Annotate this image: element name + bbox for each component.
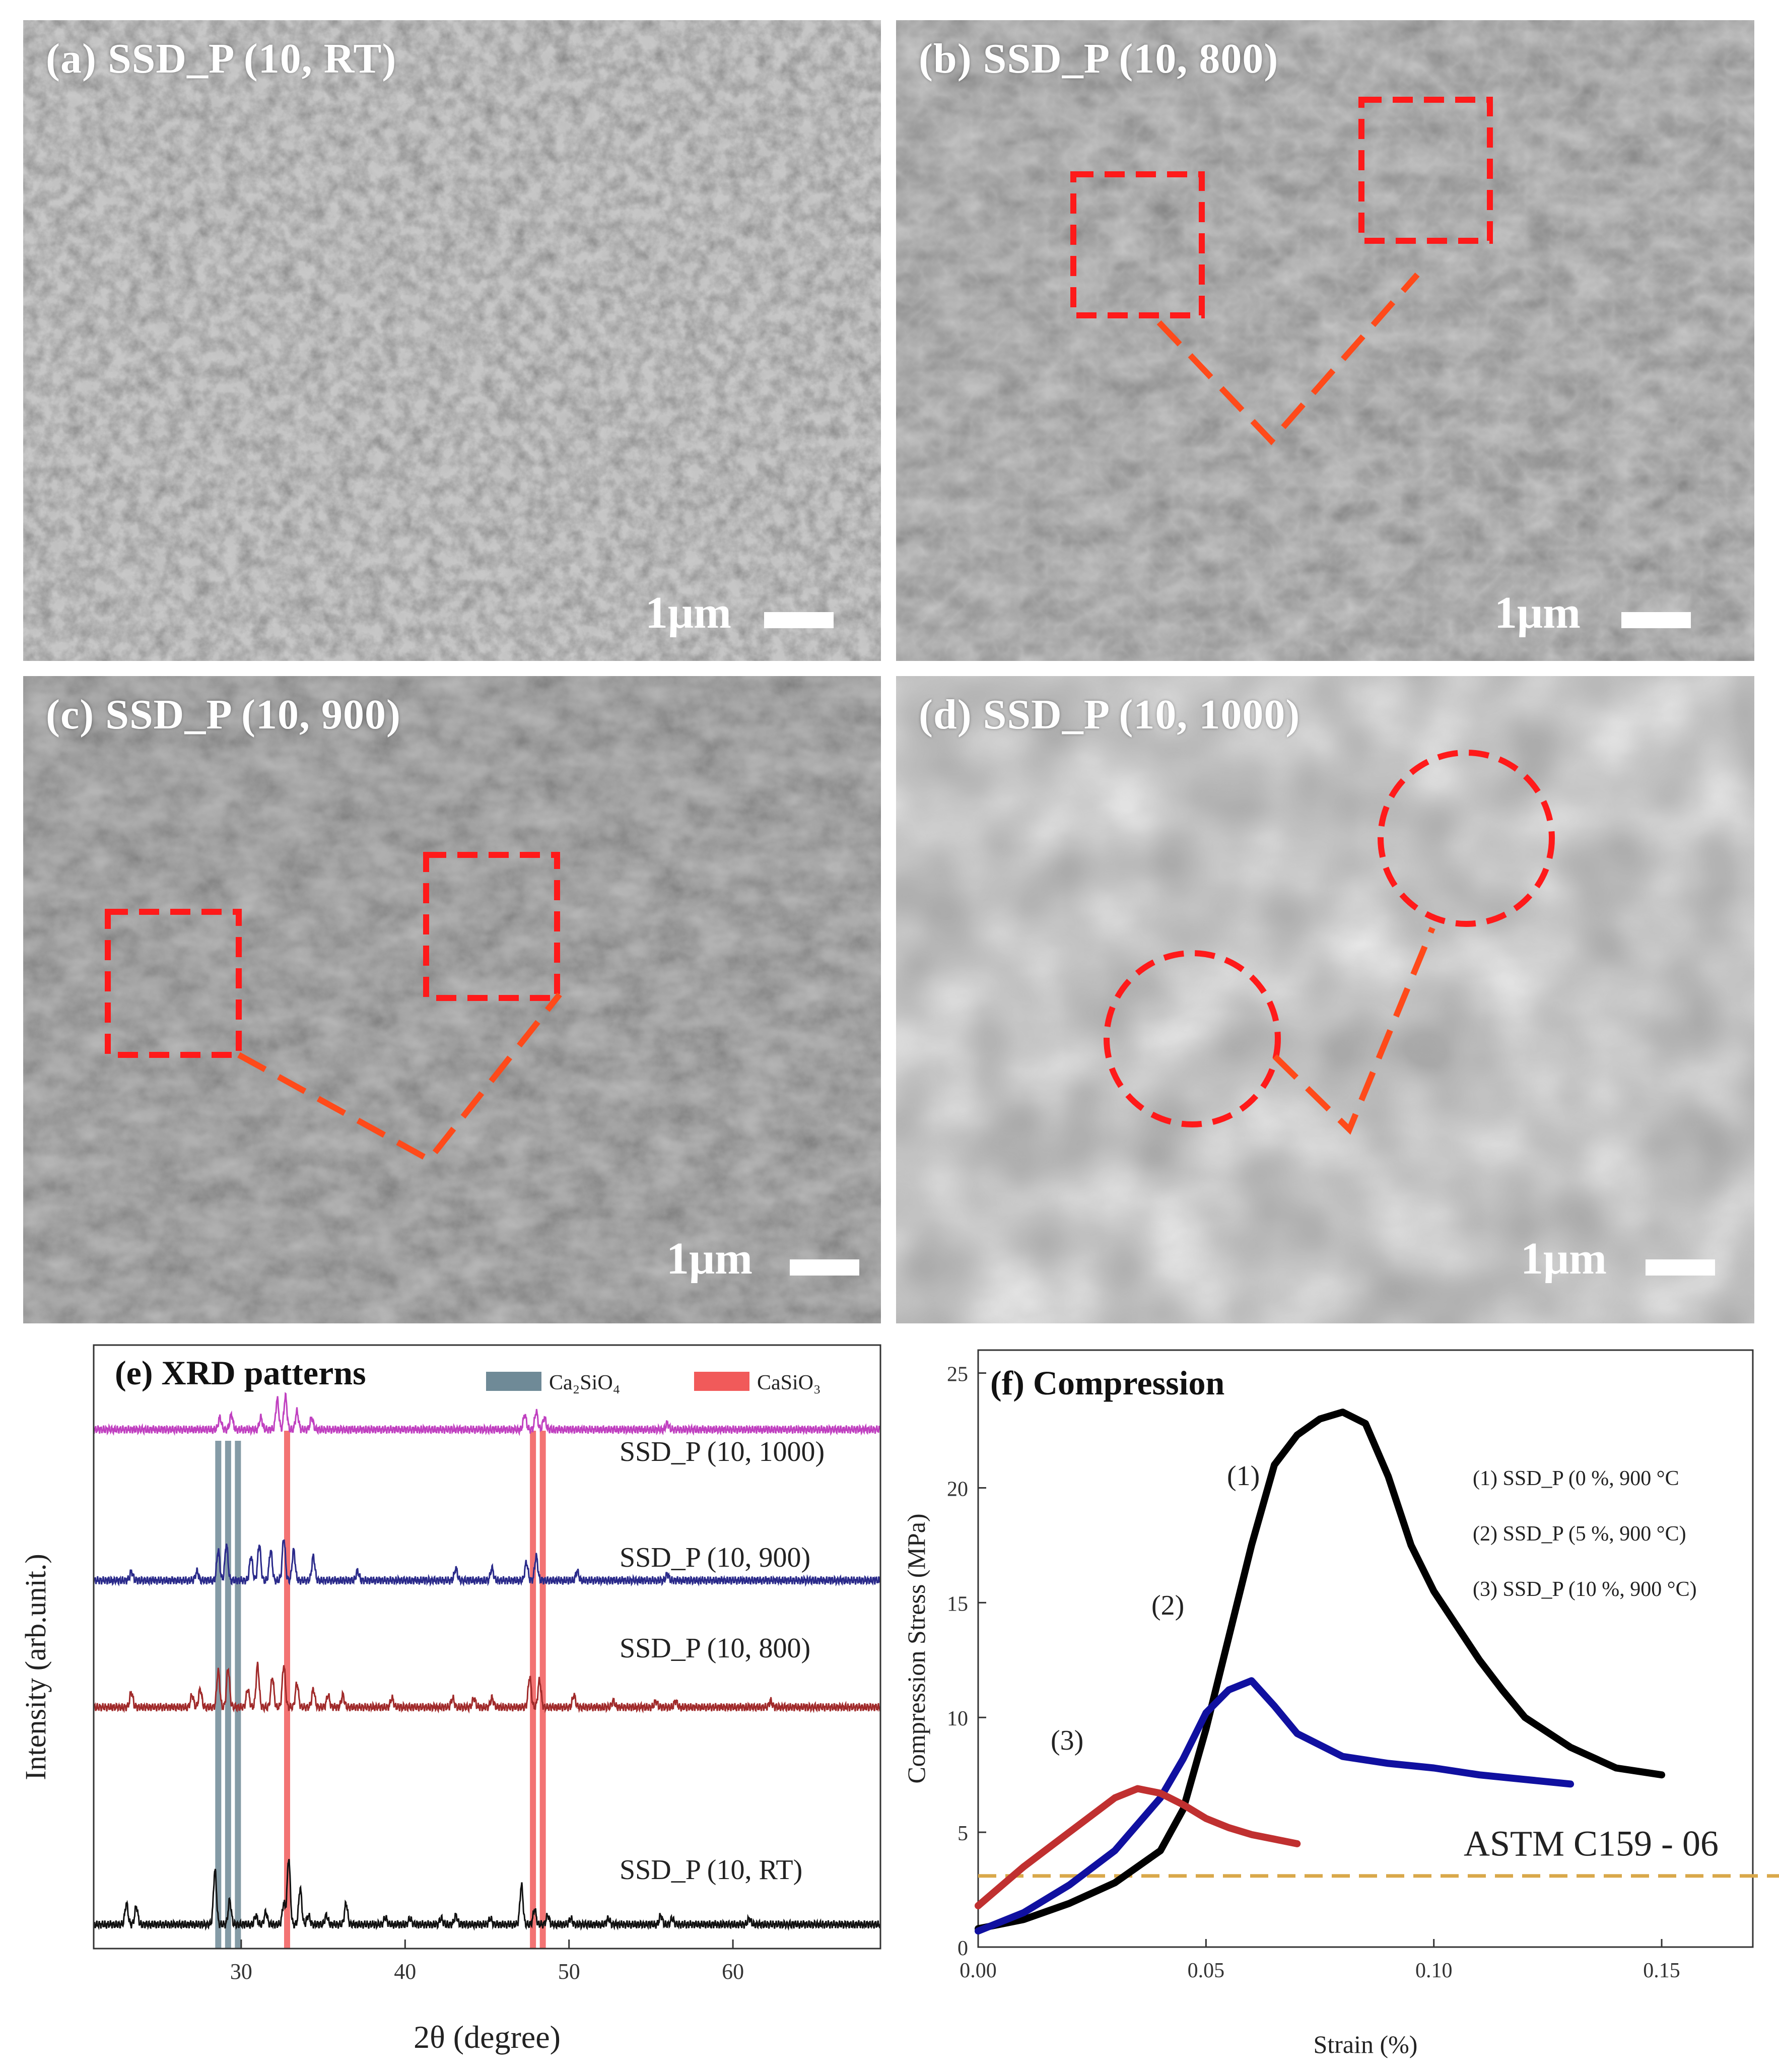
xrd-title: (e) XRD patterns (115, 1354, 366, 1392)
connector-lines-b (1156, 273, 1420, 445)
sem-panel-a: (a) SSD_P (10, RT) 1μm (23, 20, 881, 661)
xrd-xtick-label-3: 60 (722, 1959, 744, 1984)
highlight-circle-d2 (1378, 750, 1555, 927)
connector-lines-c (237, 992, 562, 1164)
casio3-band-1 (530, 1431, 536, 1949)
compression-curve-label-1: (2) (1151, 1590, 1184, 1621)
ca2sio4-band-1 (225, 1441, 231, 1949)
comp-xtick-label-0: 0.00 (960, 1959, 997, 1982)
scale-bar-a (764, 612, 834, 628)
sem-panel-b: (b) SSD_P (10, 800) 1μm (896, 20, 1754, 661)
comp-xtick-label-2: 0.10 (1415, 1959, 1453, 1982)
xrd-xtick-label-0: 30 (230, 1959, 252, 1984)
highlight-overlay-d (1104, 750, 1555, 1135)
xrd-xtick-label-1: 40 (394, 1959, 416, 1984)
scale-label-c: 1μm (666, 1234, 752, 1284)
compression-chart: 0 5 10 15 20 25 0.00 0.05 0.10 0.15 ASTM C159 - 06… (890, 1330, 1779, 2072)
compression-series-1 (975, 1677, 1575, 1935)
sem-image-a (23, 20, 881, 661)
highlight-circle-d1 (1104, 950, 1281, 1127)
sem-image-b (896, 20, 1754, 661)
xrd-xlabel: 2θ (degree) (414, 2019, 561, 2055)
compression-xlabel: Strain (%) (1314, 2030, 1418, 2058)
xrd-series-1 (93, 1539, 881, 1587)
astm-reference-label: ASTM C159 - 06 (1464, 1824, 1719, 1864)
xrd-plot-frame (93, 1344, 881, 1950)
highlight-box-c1 (105, 909, 242, 1058)
highlight-box-b2 (1358, 97, 1493, 244)
xrd-xtick-label-2: 50 (558, 1959, 580, 1984)
xrd-series-label-2: SSD_P (10, 800) (620, 1633, 810, 1664)
highlight-box-b1 (1070, 171, 1205, 318)
compression-chart-svg: 0 5 10 15 20 25 0.00 0.05 0.10 0.15 ASTM C159 - 06… (902, 1349, 1779, 2058)
compression-curve-label-0: (1) (1227, 1460, 1260, 1492)
xrd-series-0 (93, 1392, 881, 1436)
scale-label-a: 1μm (645, 588, 731, 638)
panel-label-b: (b) SSD_P (10, 800) (919, 35, 1279, 82)
highlight-box-c2 (423, 852, 560, 1001)
scale-label-b: 1μm (1494, 588, 1581, 638)
panel-label-d: (d) SSD_P (10, 1000) (919, 691, 1301, 738)
legend-label-casio3: CaSiO₃ (757, 1371, 821, 1394)
comp-ytick-label-0: 0 (957, 1937, 968, 1960)
scale-bar-d (1646, 1259, 1715, 1276)
compression-legend-2: (3) SSD_P (10 %, 900 °C) (1473, 1578, 1697, 1601)
comp-ytick-label-5: 25 (947, 1363, 968, 1386)
ca2sio4-band-2 (235, 1441, 241, 1949)
compression-ylabel: Compression Stress (MPa) (902, 1513, 930, 1783)
comp-xtick-label-1: 0.05 (1188, 1959, 1225, 1982)
compression-series-2 (975, 1785, 1301, 1909)
xrd-series-label-0: SSD_P (10, 1000) (620, 1436, 825, 1467)
compression-series-0 (975, 1409, 1666, 1932)
sem-image-d (896, 676, 1754, 1323)
compression-curve-label-2: (3) (1051, 1725, 1083, 1756)
comp-ytick-label-2: 10 (947, 1707, 968, 1730)
scale-bar-b (1621, 612, 1691, 628)
sem-panel-d: (d) SSD_P (10, 1000) 1μm (896, 676, 1754, 1323)
xrd-chart-svg: 30 40 50 60 (e) XRD patterns Ca₂SiO₄ CaSiO₃ SSD… (19, 1344, 881, 2055)
xrd-chart: 30 40 50 60 (e) XRD patterns Ca₂SiO₄ CaSiO₃ SSD… (0, 1330, 890, 2072)
comp-xtick-label-3: 0.15 (1643, 1959, 1680, 1982)
compression-title: (f) Compression (990, 1364, 1224, 1402)
sem-panel-c: (c) SSD_P (10, 900) 1μm (23, 676, 881, 1323)
comp-ytick-label-4: 20 (947, 1478, 968, 1501)
compression-legend-0: (1) SSD_P (0 %, 900 °C (1473, 1467, 1679, 1490)
legend-swatch-ca2sio4 (486, 1372, 541, 1391)
highlight-overlay-c (105, 852, 562, 1164)
xrd-series-2 (93, 1661, 881, 1714)
panel-label-a: (a) SSD_P (10, RT) (46, 35, 397, 82)
legend-swatch-casio3 (694, 1372, 749, 1391)
xrd-series-3 (93, 1859, 881, 1931)
compression-legend-1: (2) SSD_P (5 %, 900 °C) (1473, 1522, 1686, 1546)
legend-label-ca2sio4: Ca₂SiO₄ (549, 1371, 620, 1394)
comp-ytick-label-1: 5 (957, 1822, 968, 1845)
highlight-overlay-b (1070, 97, 1493, 445)
compression-plot-frame (977, 1349, 1754, 1948)
casio3-band-2 (539, 1431, 546, 1949)
xrd-series-label-1: SSD_P (10, 900) (620, 1542, 810, 1573)
panel-label-c: (c) SSD_P (10, 900) (46, 691, 401, 738)
comp-ytick-label-3: 15 (947, 1592, 968, 1616)
scale-label-d: 1μm (1521, 1234, 1607, 1284)
xrd-ylabel: Intensity (arb.unit.) (19, 1554, 52, 1780)
xrd-series-label-3: SSD_P (10, RT) (620, 1854, 802, 1886)
scale-bar-c (790, 1259, 859, 1276)
connector-lines-d (1272, 926, 1435, 1135)
